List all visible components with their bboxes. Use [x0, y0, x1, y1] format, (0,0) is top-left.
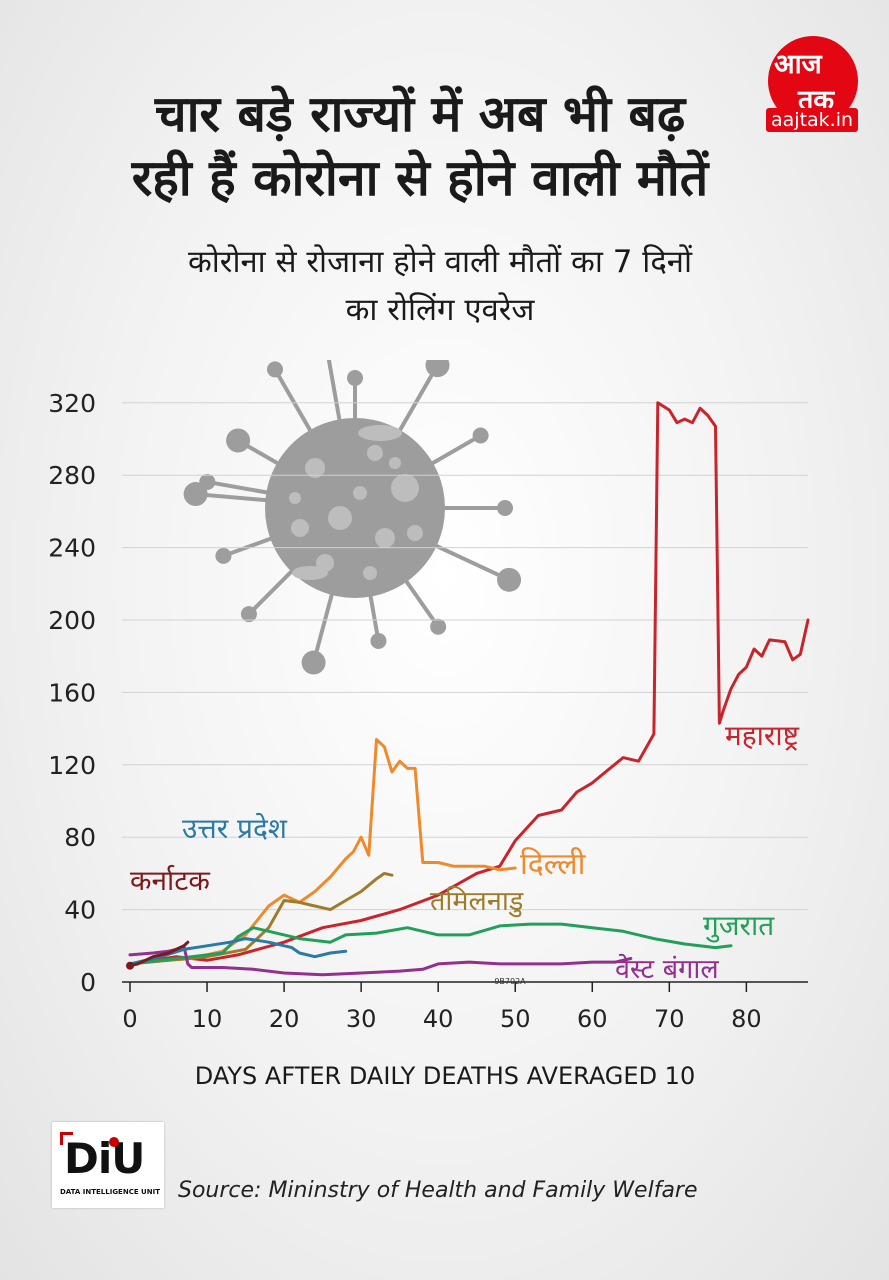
- x-tick-label: 80: [731, 1005, 762, 1033]
- virus-body: [265, 418, 445, 598]
- diu-dot: [109, 1137, 119, 1147]
- virus-spike-tip: [472, 427, 489, 444]
- x-tick-label: 0: [122, 1005, 137, 1033]
- diu-corner-mark: [60, 1132, 73, 1145]
- virus-spike-tip: [240, 606, 257, 623]
- x-tick-label: 10: [192, 1005, 223, 1033]
- x-tick-label: 60: [577, 1005, 608, 1033]
- x-tick-label: 50: [500, 1005, 531, 1033]
- series-label-4: वेस्ट बंगाल: [615, 953, 719, 985]
- y-tick-label: 40: [64, 896, 96, 925]
- series-line-0: [128, 401, 810, 966]
- virus-spike-tip: [370, 632, 387, 649]
- series-line-5: [128, 937, 348, 966]
- virus-spot: [292, 566, 328, 580]
- virus-spot: [363, 566, 377, 580]
- x-axis: 0 10 20 30 40 50 60 70 80: [122, 981, 808, 1033]
- series-line-6: [128, 940, 190, 968]
- virus-spike-tip: [347, 370, 363, 386]
- series-label-1: दिल्ली: [520, 847, 587, 882]
- y-tick-label: 200: [48, 606, 96, 635]
- virus-spike-tip: [497, 567, 522, 592]
- virus-spot: [375, 528, 395, 548]
- subtitle-line-2: का रोलिंग एवरेज: [345, 292, 535, 328]
- virus-spike-tip: [183, 482, 208, 507]
- virus-icon: [183, 360, 522, 675]
- virus-spot: [305, 458, 325, 478]
- series-labels: महाराष्ट्र दिल्लीतमिलनाडु गुजरात वेस्ट बंगा…: [130, 719, 800, 985]
- virus-spike-tip: [199, 473, 216, 490]
- virus-spot: [367, 445, 383, 461]
- x-tick-label: 40: [423, 1005, 454, 1033]
- virus-spike-tip: [267, 361, 283, 378]
- virus-spot: [391, 474, 419, 502]
- y-tick-label: 160: [48, 678, 96, 707]
- series-label-2: तमिलनाडु: [430, 885, 524, 918]
- series-line-1: [128, 738, 517, 966]
- diu-subtitle: DATA INTELLIGENCE UNIT: [60, 1188, 160, 1196]
- line-chart: 0 40 80 120 160 200 240 280 320 0 10 20 30 40 50 60 70 8…: [48, 360, 810, 1033]
- logo-word-aaj: आज: [774, 49, 822, 80]
- virus-spot: [328, 506, 352, 530]
- y-tick-label: 120: [48, 751, 96, 780]
- logo-site: aajtak.in: [766, 108, 859, 132]
- virus-spike-tip: [430, 618, 447, 635]
- y-tick-label: 80: [64, 823, 96, 852]
- y-tick-label: 0: [80, 968, 96, 997]
- watermark-code: 9B702A: [494, 977, 526, 986]
- series-label-3: गुजरात: [703, 909, 775, 943]
- virus-spike-tip: [497, 500, 513, 516]
- y-tick-label: 240: [48, 534, 96, 563]
- virus-spot: [291, 519, 309, 537]
- series-label-6: कर्नाटक: [130, 864, 210, 897]
- x-axis-label: DAYS AFTER DAILY DEATHS AVERAGED 10: [194, 1062, 696, 1090]
- virus-spike-tip: [215, 547, 232, 564]
- virus-spot: [289, 492, 301, 504]
- virus-spike-tip: [226, 428, 251, 453]
- x-tick-label: 70: [654, 1005, 685, 1033]
- title-line-1: चार बड़े राज्यों में अब भी बढ़: [154, 85, 686, 143]
- x-tick-label: 30: [346, 1005, 377, 1033]
- title-line-2: रही हैं कोरोना से होने वाली मौतें: [131, 149, 709, 207]
- y-tick-label: 280: [48, 461, 96, 490]
- virus-spot: [358, 425, 402, 441]
- virus-spot: [389, 457, 401, 469]
- aajtak-logo[interactable]: आज तक aajtak.in: [762, 36, 872, 136]
- y-axis-ticks: 0 40 80 120 160 200 240 280 320: [48, 389, 96, 997]
- y-tick-label: 320: [48, 389, 96, 418]
- x-tick-label: 20: [269, 1005, 300, 1033]
- page-title: चार बड़े राज्यों में अब भी बढ़ रही हैं क…: [40, 82, 800, 210]
- diu-logo: DiU DATA INTELLIGENCE UNIT: [52, 1122, 164, 1208]
- virus-spot: [407, 525, 423, 541]
- series-label-0: महाराष्ट्र: [725, 719, 800, 752]
- virus-spike-tip: [301, 650, 326, 675]
- virus-spot: [353, 486, 367, 500]
- series-label-5: उत्तर प्रदेश: [182, 812, 288, 845]
- diu-mark: DiU: [64, 1134, 145, 1183]
- series-start-dot: [126, 961, 134, 970]
- subtitle-line-1: कोरोना से रोजाना होने वाली मौतों का 7 दि…: [187, 244, 693, 280]
- virus-spike-tip: [425, 360, 450, 378]
- chart-grid: [122, 402, 808, 911]
- source-note: Source: Mininstry of Health and Family W…: [178, 1178, 698, 1203]
- chart-series: [126, 401, 810, 977]
- chart-subtitle: कोरोना से रोजाना होने वाली मौतों का 7 दि…: [80, 238, 800, 334]
